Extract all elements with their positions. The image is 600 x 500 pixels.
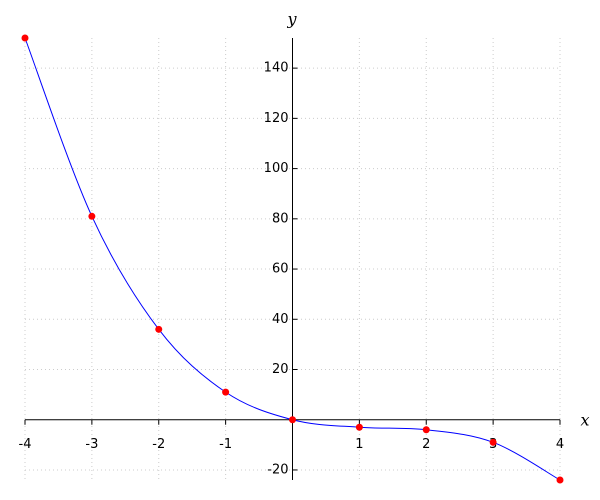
x-tick-label: -2	[152, 437, 165, 452]
y-tick-label: -20	[267, 462, 288, 477]
x-tick-label: -3	[85, 437, 98, 452]
point	[155, 325, 163, 333]
y-tick-label: 40	[272, 312, 289, 327]
y-tick-label: 20	[272, 362, 289, 377]
point	[222, 388, 230, 396]
point	[88, 212, 96, 220]
point	[21, 34, 29, 42]
x-tick-label: 2	[422, 437, 430, 452]
point	[289, 416, 296, 424]
y-tick-label: 140	[264, 61, 289, 76]
x-tick-label: -4	[19, 437, 32, 452]
x-tick-label: 1	[355, 437, 363, 452]
y-tick-label: 120	[264, 111, 289, 126]
point	[556, 476, 564, 484]
y-tick-label: 60	[272, 262, 289, 277]
point	[355, 423, 363, 431]
y-tick-label: 80	[272, 211, 289, 226]
x-tick-label: -1	[219, 437, 232, 452]
x-tick-label: 4	[556, 437, 564, 452]
y-tick-label: 100	[264, 161, 289, 176]
point	[489, 438, 497, 446]
x-axis-label: x	[580, 411, 589, 430]
point	[422, 426, 430, 434]
y-axis-label: y	[286, 10, 297, 29]
